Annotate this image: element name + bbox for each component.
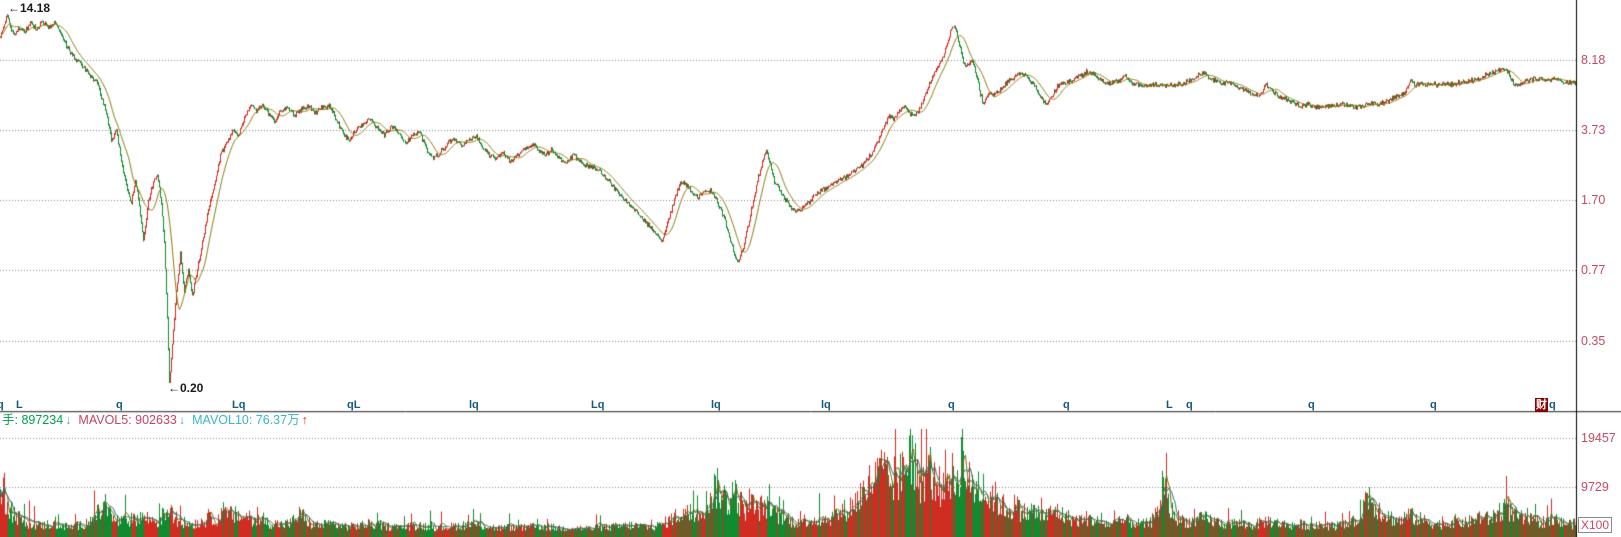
- price-tick-label: 0.35: [1581, 334, 1606, 348]
- x-tick-label: q: [1063, 399, 1070, 411]
- x-tick-label: L: [1166, 399, 1173, 411]
- volume-tick-label: 19457: [1581, 431, 1616, 445]
- x-tick-label: Lq: [591, 399, 605, 411]
- indicator-segment: MAVOL5: 902633: [78, 413, 177, 427]
- price-tick-label: 1.70: [1581, 193, 1606, 207]
- price-tick-label: 8.18: [1581, 53, 1606, 67]
- x-tick-label: L: [16, 399, 23, 411]
- x-tick-label: q: [1308, 399, 1315, 411]
- volume-tick-label: 9729: [1581, 480, 1609, 494]
- low-price-annotation: ←0.20: [168, 381, 204, 395]
- volume-unit-label: X100: [1578, 517, 1613, 533]
- x-tick-label: lq: [711, 399, 721, 411]
- x-tick-label: Lq: [232, 399, 246, 411]
- x-tick-label: q: [948, 399, 955, 411]
- indicator-segment: 手: 897234: [2, 413, 64, 427]
- x-tick-label: q: [116, 399, 123, 411]
- x-tick-label: q: [1186, 399, 1193, 411]
- x-tick-label: q: [0, 399, 4, 411]
- indicator-segment: ↓: [65, 413, 72, 427]
- x-tick-label: lq: [821, 399, 831, 411]
- x-tick-label: q: [1430, 399, 1437, 411]
- indicator-segment: ↓: [178, 413, 186, 427]
- x-tick-label: qL: [347, 399, 361, 411]
- price-tick-label: 3.73: [1581, 123, 1606, 137]
- x-tick-label-current: 财: [1535, 398, 1548, 412]
- indicator-segment: MAVOL10: 76.37万: [192, 413, 300, 427]
- x-tick-label: lq: [469, 399, 479, 411]
- price-tick-label: 0.77: [1581, 263, 1606, 277]
- x-tick-label: q: [1549, 399, 1556, 411]
- indicator-segment: ↑: [301, 413, 308, 427]
- high-price-annotation: ←14.18: [8, 1, 51, 15]
- volume-indicator-bar: 手: 897234 ↓ MAVOL5: 902633 ↓ MAVOL10: 76.37万…: [2, 413, 310, 429]
